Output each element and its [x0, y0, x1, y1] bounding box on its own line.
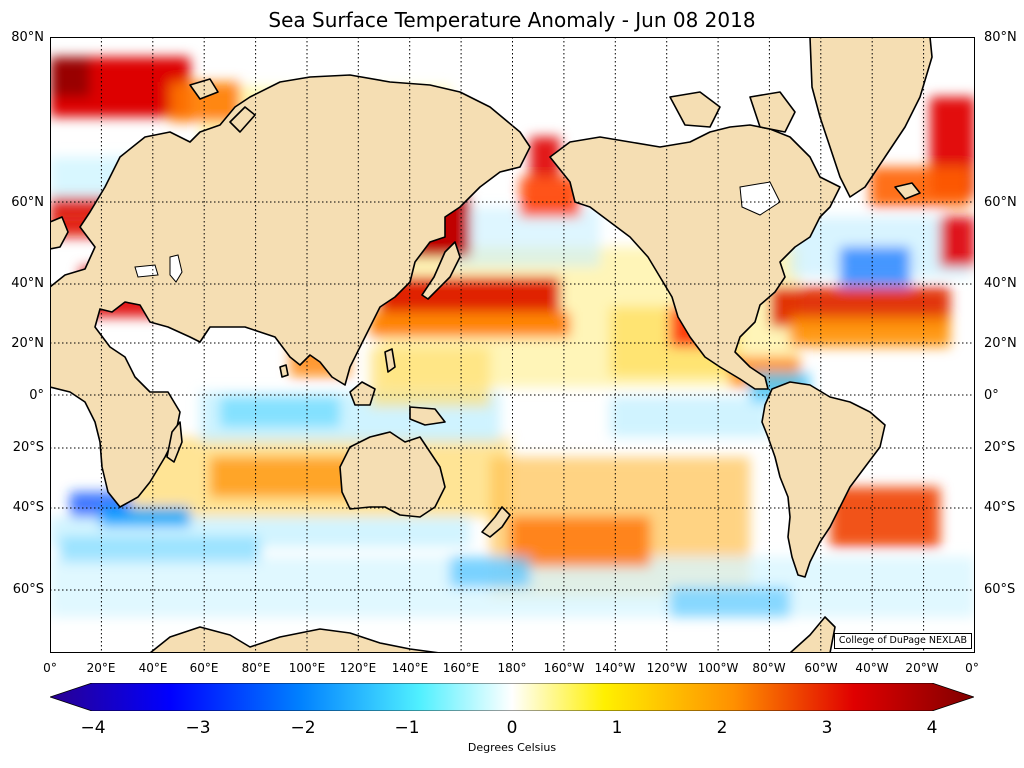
- colorbar-tick: 0: [506, 718, 518, 738]
- antarctic-peninsula: [789, 616, 836, 653]
- lat-label-left: 20°S: [12, 440, 44, 455]
- philippines: [384, 348, 396, 373]
- colorbar-tick: 1: [611, 718, 623, 738]
- lon-label: 100°E: [288, 661, 326, 675]
- novaya-zemlya: [229, 106, 256, 133]
- eurasia-africa: [50, 74, 531, 508]
- lat-label-right: 40°N: [984, 276, 1017, 291]
- lon-label: 80°W: [752, 661, 786, 675]
- lon-label: 140°E: [391, 661, 429, 675]
- south-america: [761, 381, 886, 578]
- lat-label-left: 20°N: [11, 336, 44, 351]
- lon-label: 160°E: [442, 661, 480, 675]
- lat-label-left: 80°N: [11, 30, 44, 45]
- iceland: [894, 182, 921, 200]
- sri-lanka: [279, 364, 289, 378]
- colorbar-tick: −1: [394, 718, 420, 738]
- lat-label-right: 20°N: [984, 336, 1017, 351]
- colorbar-tick: 3: [821, 718, 833, 738]
- japan-islands: [421, 241, 461, 300]
- lon-label: 120°W: [646, 661, 688, 675]
- lon-label: 40°E: [138, 661, 168, 675]
- lon-label: 140°W: [594, 661, 636, 675]
- sst-anomaly-map: [50, 37, 975, 653]
- lat-label-right: 0°: [984, 388, 999, 403]
- baffin-island: [749, 91, 796, 133]
- inland-water: [134, 181, 781, 283]
- colorbar-tick: −3: [185, 718, 211, 738]
- antarctica: [149, 626, 441, 653]
- lat-label-right: 60°N: [984, 195, 1017, 210]
- hudson-bay: [739, 181, 781, 216]
- lat-label-left: 60°N: [11, 195, 44, 210]
- lon-label: 40°W: [855, 661, 889, 675]
- map-title: Sea Surface Temperature Anomaly - Jun 08…: [268, 8, 756, 32]
- lat-label-left: 0°: [29, 388, 44, 403]
- lat-label-left: 40°N: [11, 276, 44, 291]
- colorbar-gradient: [50, 683, 974, 711]
- colorbar-label: Degrees Celsius: [467, 741, 557, 754]
- madagascar: [166, 421, 183, 463]
- lon-label: 160°W: [543, 661, 585, 675]
- colorbar: [50, 683, 974, 711]
- credit-label: College of DuPage NEXLAB: [834, 633, 972, 649]
- colorbar-tick: 2: [716, 718, 728, 738]
- lat-label-left: 60°S: [12, 582, 44, 597]
- lat-label-right: 40°S: [984, 500, 1016, 515]
- map-frame: [50, 37, 975, 653]
- lon-label: 20°W: [905, 661, 939, 675]
- lon-label: 60°E: [189, 661, 219, 675]
- lat-label-right: 80°N: [984, 30, 1017, 45]
- lon-label: 0°: [965, 661, 979, 675]
- lat-label-left: 40°S: [12, 500, 44, 515]
- colorbar-tick: 4: [926, 718, 938, 738]
- colorbar-tick: −4: [80, 718, 106, 738]
- colorbar-tick: −2: [290, 718, 316, 738]
- lat-label-right: 20°S: [984, 440, 1016, 455]
- new-zealand: [481, 506, 511, 538]
- arctic-archipelago: [669, 91, 721, 128]
- lat-label-right: 60°S: [984, 582, 1016, 597]
- lon-label: 60°W: [804, 661, 838, 675]
- lon-label: 180°: [497, 661, 527, 675]
- uk-island: [50, 216, 69, 250]
- lon-label: 120°E: [339, 661, 377, 675]
- black-sea: [134, 264, 159, 278]
- lon-label: 80°E: [241, 661, 271, 675]
- caspian-sea: [169, 254, 183, 283]
- lon-label: 0°: [43, 661, 57, 675]
- indonesia-borneo: [349, 381, 376, 406]
- lon-label: 20°E: [86, 661, 116, 675]
- lon-label: 100°W: [697, 661, 739, 675]
- graticule: [50, 37, 975, 653]
- greenland: [809, 37, 933, 198]
